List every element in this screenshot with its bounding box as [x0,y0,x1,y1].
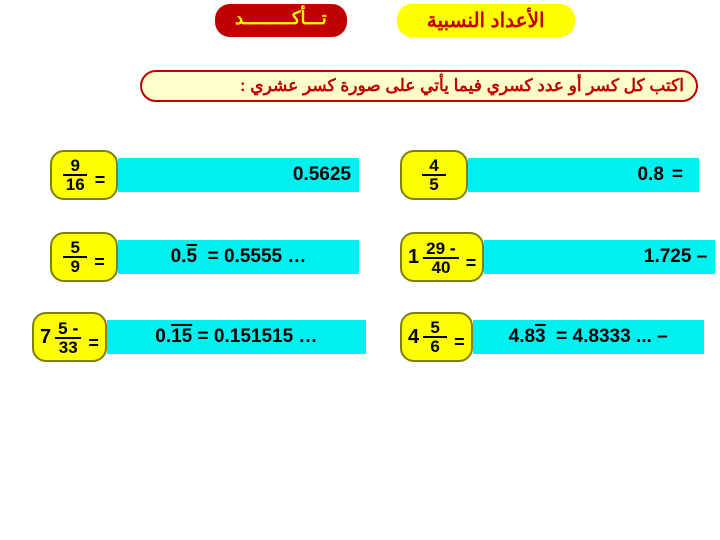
decimal-bar-4: 0.5 = 0.5555 … [118,240,359,274]
decimal-bar-3: 1.725 – [484,240,715,274]
fraction-4: 59 = [50,232,118,282]
problem-1: 0.8 = 45 [400,150,699,200]
fraction-1: 45 [400,150,468,200]
instruction-text: اكتب كل كسر أو عدد كسري فيما يأتي على صو… [140,70,698,102]
title-confirm: تـــأكـــــــــد [215,4,347,37]
decimal-text-4: 0.5 = 0.5555 … [171,246,307,268]
decimal-bar-5: 4.83 = 4.8333 ... – [473,320,704,354]
problem-5: 4.83 = 4.8333 ... – 4 56 = [400,312,704,362]
decimal-bar-2: 0.5625 [118,158,359,192]
fraction-2: 916 = [50,150,118,200]
problem-2: 0.5625 916 = [50,150,359,200]
decimal-bar-6: 0.15 = 0.151515 … [107,320,366,354]
fraction-3: 1 29 -40 = [400,232,484,282]
decimal-text-6: 0.15 = 0.151515 … [155,326,317,348]
problem-3: 1.725 – 1 29 -40 = [400,232,715,282]
problem-4: 0.5 = 0.5555 … 59 = [50,232,359,282]
problem-6: 0.15 = 0.151515 … 7 5 -33 = [32,312,366,362]
fraction-5: 4 56 = [400,312,473,362]
title-rational-numbers: الأعداد النسبية [397,4,575,37]
decimal-text-5: 4.83 = 4.8333 ... – [509,326,668,348]
decimal-bar-1: 0.8 = [468,158,699,192]
fraction-6: 7 5 -33 = [32,312,107,362]
